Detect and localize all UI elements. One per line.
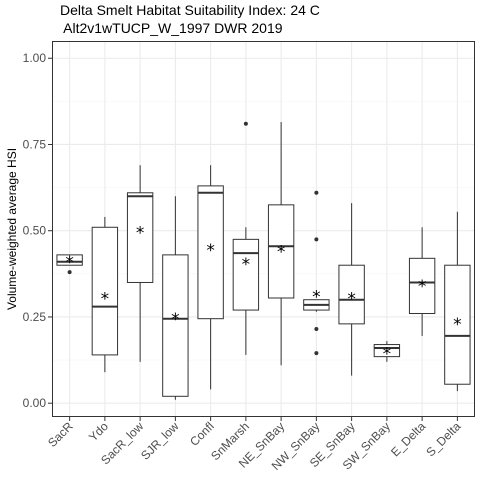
box-layer: * * * * * * * * * * * * bbox=[56, 121, 471, 400]
box-S_Delta: * bbox=[444, 211, 471, 392]
y-tick-label: 1.00 bbox=[23, 51, 47, 65]
outlier-point bbox=[314, 190, 319, 195]
box-iqr bbox=[444, 264, 471, 385]
mean-marker: * bbox=[101, 289, 110, 309]
box-iqr bbox=[197, 185, 224, 320]
x-tick-label: SJR_low bbox=[138, 419, 182, 463]
x-tick-label: S_Delta bbox=[423, 419, 463, 459]
y-tick-label: 0.25 bbox=[23, 310, 47, 324]
box-Ydo: * bbox=[91, 216, 119, 373]
y-tick-label: 0.00 bbox=[23, 396, 47, 410]
mean-marker: * bbox=[242, 255, 251, 275]
box-NW_SnBay: * bbox=[303, 190, 330, 356]
box-NE_SnBay: * bbox=[267, 122, 295, 366]
outlier-point bbox=[314, 237, 319, 242]
mean-marker: * bbox=[347, 289, 356, 309]
y-tick-label: 0.50 bbox=[23, 224, 47, 238]
chart-title-line2: Alt2v1wTUCP_W_1997 DWR 2019 bbox=[60, 20, 283, 36]
box-iqr bbox=[162, 254, 189, 397]
x-tick-label: Ydo bbox=[86, 419, 111, 444]
box-iqr bbox=[408, 257, 436, 315]
box-iqr bbox=[56, 254, 83, 266]
mean-marker: * bbox=[453, 315, 462, 335]
outlier-point bbox=[314, 351, 319, 356]
x-tick-label: Confl bbox=[187, 419, 217, 449]
outlier-point bbox=[314, 327, 319, 332]
box-iqr bbox=[338, 264, 365, 325]
mean-marker: * bbox=[171, 310, 180, 330]
chart-title-line1: Delta Smelt Habitat Suitability Index: 2… bbox=[60, 2, 320, 18]
box-iqr bbox=[232, 238, 260, 311]
panel-border bbox=[52, 41, 475, 417]
box-SJR_low: * bbox=[162, 196, 189, 400]
box-iqr bbox=[91, 226, 119, 356]
mean-marker: * bbox=[65, 253, 74, 273]
outlier-point bbox=[67, 270, 72, 275]
x-tick-label: E_Delta bbox=[388, 419, 428, 459]
mean-marker: * bbox=[136, 224, 145, 244]
mean-marker: * bbox=[206, 241, 215, 261]
box-iqr bbox=[126, 192, 154, 283]
x-tick-label: SacR bbox=[45, 419, 76, 450]
box-SE_SnBay: * bbox=[338, 203, 365, 376]
box-Confl: * bbox=[197, 165, 224, 390]
mean-marker: * bbox=[312, 288, 321, 308]
mean-marker: * bbox=[383, 344, 392, 364]
mean-marker: * bbox=[277, 243, 286, 263]
box-SnMarsh: * bbox=[232, 121, 260, 355]
outlier-point bbox=[243, 121, 248, 126]
box-iqr bbox=[267, 204, 295, 299]
box-SacR_low: * bbox=[126, 165, 154, 362]
box-SW_SnBay: * bbox=[373, 341, 401, 364]
box-E_Delta: * bbox=[408, 227, 436, 336]
mean-marker: * bbox=[418, 277, 427, 297]
y-axis-label: Volume-weighted average HSI bbox=[5, 148, 19, 310]
box-SacR: * bbox=[56, 253, 83, 275]
y-axis: 0.00 0.25 0.50 0.75 1.00 bbox=[23, 51, 52, 410]
y-tick-label: 0.75 bbox=[23, 137, 47, 151]
